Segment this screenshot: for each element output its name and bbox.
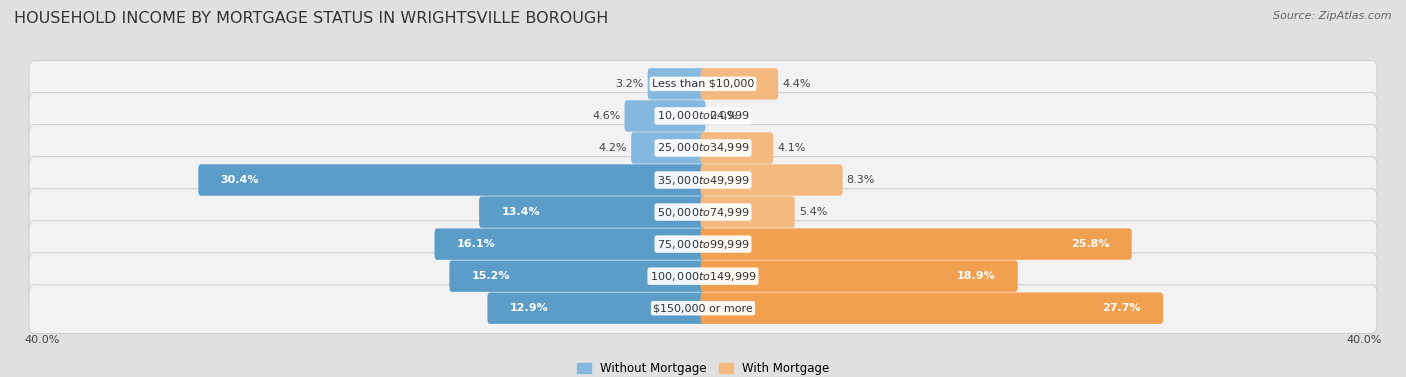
Text: 27.7%: 27.7% (1102, 303, 1140, 313)
FancyBboxPatch shape (700, 68, 778, 100)
FancyBboxPatch shape (30, 124, 1376, 173)
FancyBboxPatch shape (631, 132, 706, 164)
FancyBboxPatch shape (30, 285, 1376, 334)
Legend: Without Mortgage, With Mortgage: Without Mortgage, With Mortgage (576, 362, 830, 375)
Text: 0.0%: 0.0% (710, 111, 738, 121)
Text: 25.8%: 25.8% (1071, 239, 1109, 249)
FancyBboxPatch shape (700, 132, 773, 164)
Text: 3.2%: 3.2% (616, 79, 644, 89)
Text: 18.9%: 18.9% (956, 271, 995, 281)
Text: 5.4%: 5.4% (799, 207, 827, 217)
FancyBboxPatch shape (30, 92, 1376, 141)
Text: $10,000 to $24,999: $10,000 to $24,999 (657, 109, 749, 123)
FancyBboxPatch shape (30, 221, 1376, 270)
FancyBboxPatch shape (30, 60, 1376, 109)
FancyBboxPatch shape (434, 228, 706, 260)
FancyBboxPatch shape (479, 196, 706, 228)
Text: 15.2%: 15.2% (471, 271, 510, 281)
FancyBboxPatch shape (700, 196, 794, 228)
Text: $150,000 or more: $150,000 or more (654, 303, 752, 313)
Text: Less than $10,000: Less than $10,000 (652, 79, 754, 89)
FancyBboxPatch shape (700, 228, 1132, 260)
Text: $25,000 to $34,999: $25,000 to $34,999 (657, 141, 749, 155)
Text: 4.4%: 4.4% (782, 79, 811, 89)
FancyBboxPatch shape (700, 164, 842, 196)
Text: $50,000 to $74,999: $50,000 to $74,999 (657, 205, 749, 219)
FancyBboxPatch shape (30, 188, 1376, 238)
Text: 4.6%: 4.6% (592, 111, 620, 121)
FancyBboxPatch shape (624, 100, 706, 132)
FancyBboxPatch shape (30, 253, 1376, 302)
Text: $35,000 to $49,999: $35,000 to $49,999 (657, 173, 749, 187)
FancyBboxPatch shape (700, 261, 1018, 292)
Text: $100,000 to $149,999: $100,000 to $149,999 (650, 270, 756, 283)
Text: HOUSEHOLD INCOME BY MORTGAGE STATUS IN WRIGHTSVILLE BOROUGH: HOUSEHOLD INCOME BY MORTGAGE STATUS IN W… (14, 11, 609, 26)
Text: 12.9%: 12.9% (510, 303, 548, 313)
Text: 8.3%: 8.3% (846, 175, 875, 185)
Text: 13.4%: 13.4% (502, 207, 540, 217)
FancyBboxPatch shape (700, 293, 1163, 324)
FancyBboxPatch shape (488, 293, 706, 324)
FancyBboxPatch shape (198, 164, 706, 196)
Text: 30.4%: 30.4% (221, 175, 259, 185)
Text: 4.2%: 4.2% (599, 143, 627, 153)
FancyBboxPatch shape (30, 156, 1376, 205)
Text: 16.1%: 16.1% (457, 239, 495, 249)
Text: 4.1%: 4.1% (778, 143, 806, 153)
Text: $75,000 to $99,999: $75,000 to $99,999 (657, 238, 749, 251)
Text: Source: ZipAtlas.com: Source: ZipAtlas.com (1274, 11, 1392, 21)
FancyBboxPatch shape (450, 261, 706, 292)
FancyBboxPatch shape (648, 68, 706, 100)
